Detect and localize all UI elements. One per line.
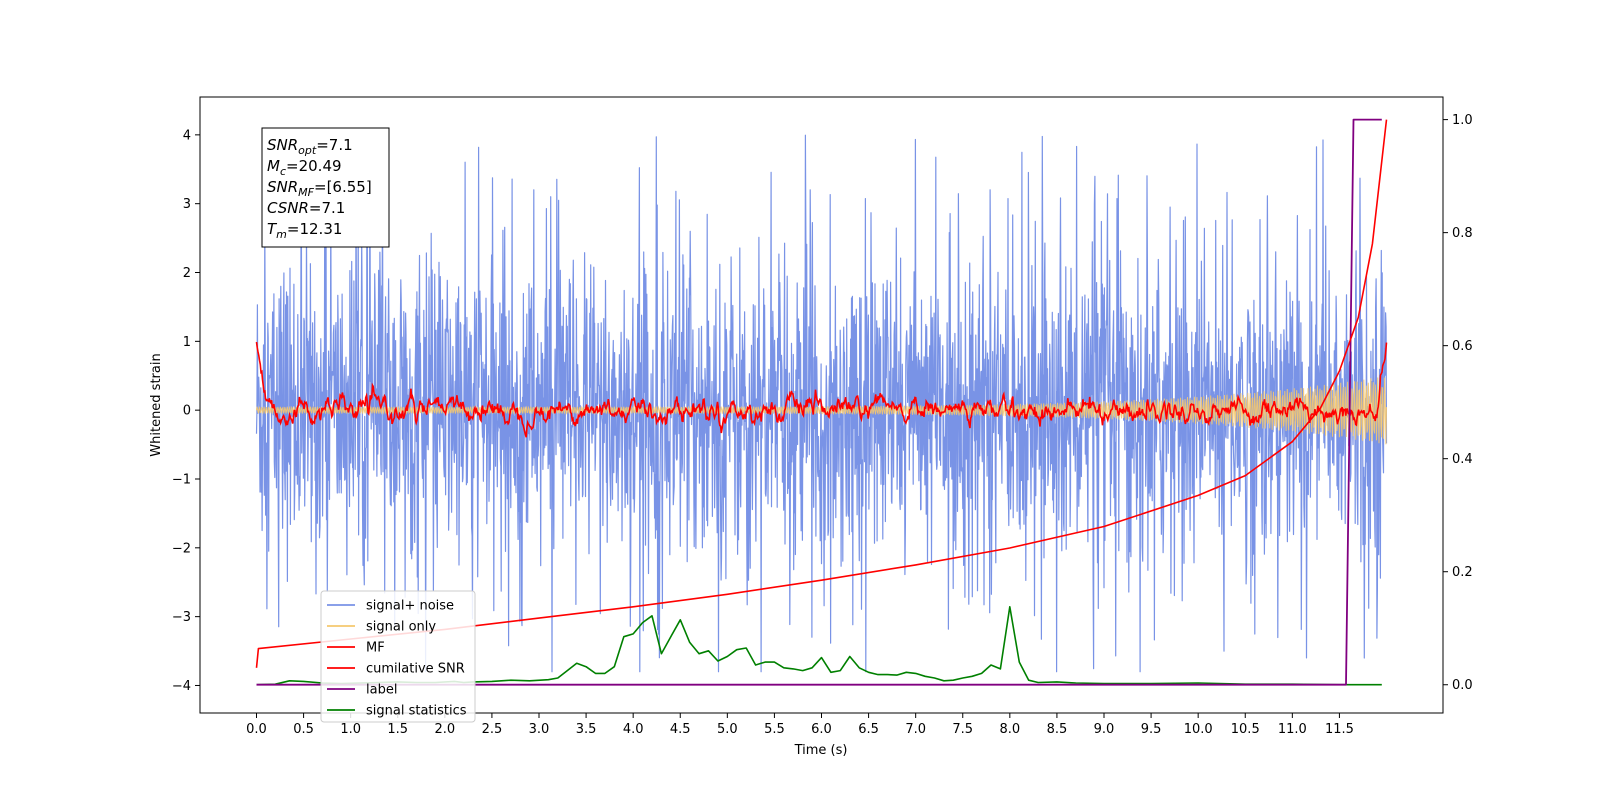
- x-tick-label: 8.0: [999, 722, 1020, 737]
- annotation-value: =20.49: [286, 157, 342, 175]
- legend-entry: signal+ noise: [366, 599, 454, 614]
- y-axis-left: 4 3 2 1 0 −1 −2 −3 −4: [172, 128, 200, 694]
- annotation-line: Tm=12.31: [267, 220, 342, 241]
- y-tick-label-left: 1: [183, 335, 191, 350]
- x-tick-label: 9.0: [1094, 722, 1115, 737]
- annotation-symbol: T: [267, 220, 278, 238]
- x-tick-label: 0.0: [246, 722, 267, 737]
- annotation-subscript: c: [280, 165, 286, 178]
- legend-entry: cumilative SNR: [366, 662, 465, 677]
- y-tick-label-right: 0.0: [1452, 678, 1473, 693]
- y-tick-label-right: 0.6: [1452, 339, 1473, 354]
- legend-entry: signal only: [366, 620, 436, 635]
- x-tick-label: 7.0: [905, 722, 926, 737]
- legend: signal+ noise signal only MF cumilative SNR…: [320, 590, 476, 723]
- y-axis-label: Whitened strain: [149, 353, 164, 456]
- legend-entry: label: [366, 683, 397, 698]
- annotation-line: CSNR=7.1: [267, 199, 345, 217]
- x-tick-label: 0.5: [293, 722, 314, 737]
- annotation-value: =7.1: [316, 136, 352, 154]
- x-tick-label: 6.0: [811, 722, 832, 737]
- annotation-value: =12.31: [287, 220, 343, 238]
- y-tick-label-left: 3: [183, 197, 191, 212]
- y-axis-right: 1.0 0.8 0.6 0.4 0.2 0.0: [1443, 113, 1473, 693]
- x-tick-label: 11.5: [1325, 722, 1354, 737]
- annotation-line: Mc=20.49: [267, 157, 342, 178]
- annotation-symbol: M: [267, 157, 280, 175]
- x-tick-label: 3.0: [529, 722, 550, 737]
- x-tick-label: 5.0: [717, 722, 738, 737]
- series-label-line: [256, 118, 1382, 686]
- annotation-subscript: m: [276, 228, 287, 241]
- y-tick-label-left: 2: [183, 266, 191, 281]
- x-axis: 0.0 0.5 1.0 1.5 2.0 2.5 3.0 3.5 4.0 4.5 5.0 5.5 6.0 6…: [246, 713, 1354, 737]
- y-tick-label-left: 4: [183, 128, 191, 143]
- annotation-symbol: SNR: [267, 136, 298, 154]
- y-tick-label-right: 0.8: [1452, 226, 1473, 241]
- x-tick-label: 4.5: [670, 722, 691, 737]
- x-tick-label: 8.5: [1047, 722, 1068, 737]
- legend-frame: [320, 590, 476, 723]
- x-tick-label: 9.5: [1141, 722, 1162, 737]
- annotation-subscript: opt: [298, 144, 317, 157]
- x-tick-label: 2.5: [482, 722, 503, 737]
- annotation-line: SNRopt=7.1: [267, 136, 353, 157]
- x-tick-label: 5.5: [764, 722, 785, 737]
- x-tick-label: 1.5: [387, 722, 408, 737]
- annotation-symbol: CSNR: [267, 199, 309, 217]
- x-tick-label: 3.5: [576, 722, 597, 737]
- annotation-value: =[6.55]: [314, 178, 372, 196]
- annotation-symbol: SNR: [267, 178, 298, 196]
- annotation-subscript: MF: [298, 186, 314, 199]
- legend-entry: MF: [366, 641, 385, 656]
- series-signal-noise-line: [255, 134, 1388, 673]
- annotation-value: =7.1: [309, 199, 345, 217]
- x-tick-label: 4.0: [623, 722, 644, 737]
- series-mf-line: [255, 341, 1388, 438]
- y-tick-label-right: 1.0: [1452, 113, 1473, 128]
- y-tick-label-left: −1: [172, 472, 191, 487]
- x-tick-label: 10.5: [1231, 722, 1260, 737]
- x-tick-label: 6.5: [858, 722, 879, 737]
- x-tick-label: 10.0: [1184, 722, 1213, 737]
- y-tick-label-right: 0.4: [1452, 452, 1473, 467]
- annotation-box: SNRopt=7.1Mc=20.49SNRMF=[6.55]CSNR=7.1Tm…: [261, 127, 390, 248]
- annotation-line: SNRMF=[6.55]: [267, 178, 372, 199]
- annotation-frame: [261, 127, 390, 248]
- legend-entry: signal statistics: [366, 704, 467, 719]
- y-tick-label-left: −4: [172, 679, 191, 694]
- x-tick-label: 1.0: [340, 722, 361, 737]
- x-axis-label: Time (s): [794, 743, 848, 758]
- x-tick-label: 2.0: [434, 722, 455, 737]
- x-tick-label: 7.5: [952, 722, 973, 737]
- y-tick-label-left: 0: [183, 404, 191, 419]
- x-tick-label: 11.0: [1278, 722, 1307, 737]
- y-tick-label-left: −2: [172, 541, 191, 556]
- y-tick-label-left: −3: [172, 610, 191, 625]
- y-tick-label-right: 0.2: [1452, 565, 1473, 580]
